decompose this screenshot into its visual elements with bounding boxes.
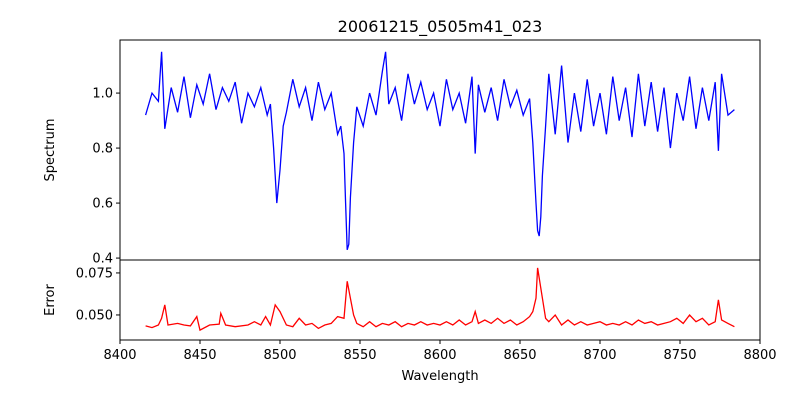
x-tick-label: 8600: [423, 348, 456, 363]
x-tick-label: 8750: [663, 348, 696, 363]
x-tick-label: 8400: [103, 348, 136, 363]
y-axis-label-spectrum: Spectrum: [43, 119, 58, 182]
axes-frame: [119, 39, 761, 261]
error-series-line: [145, 267, 735, 332]
x-tick-label: 8650: [503, 348, 536, 363]
spectrum-panel: 0.4 0.6 0.8 1.0: [92, 39, 761, 267]
chart-title: 20061215_0505m41_023: [338, 17, 543, 37]
x-tick-label: 8450: [183, 348, 216, 363]
y-tick-label: 1.0: [92, 87, 113, 102]
y-tick-label: 0.050: [76, 308, 113, 323]
x-tick-label: 8550: [343, 348, 376, 363]
axes-frame: [119, 259, 761, 341]
y-axis-label-error: Error: [43, 284, 58, 316]
x-tick-label: 8800: [743, 348, 776, 363]
spectrum-series-line: [144, 51, 735, 250]
y-tick-label: 0.075: [76, 266, 113, 281]
x-axis-label: Wavelength: [401, 369, 478, 384]
y-tick-label: 0.4: [92, 252, 113, 267]
y-tick-label: 0.8: [92, 142, 113, 157]
error-panel: 0.050 0.075 8400 8450 8500 8550 8600 8650 8700 87…: [76, 259, 777, 363]
y-tick-label: 0.6: [92, 197, 113, 212]
x-tick-label: 8500: [263, 348, 296, 363]
x-tick-label: 8700: [583, 348, 616, 363]
